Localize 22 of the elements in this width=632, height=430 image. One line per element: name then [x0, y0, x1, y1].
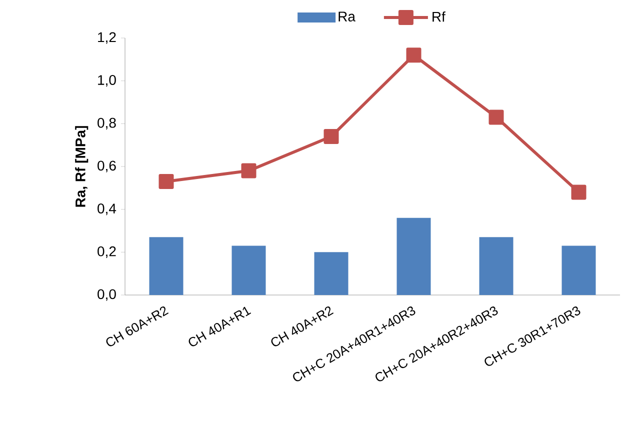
y-axis-title: Ra, Rf [MPa] — [75, 126, 88, 207]
bar — [232, 246, 266, 295]
point — [571, 184, 586, 200]
point — [488, 110, 504, 125]
y-tick-label: 0,0 — [98, 289, 116, 301]
legend-label: Ra — [338, 12, 356, 22]
legend-label: Rf — [432, 11, 446, 22]
y-tick-label: 0,6 — [98, 160, 116, 172]
y-tick-label: 0,8 — [98, 118, 116, 130]
point — [158, 174, 174, 189]
point — [241, 163, 256, 178]
y-tick-label: 1,0 — [98, 75, 116, 87]
y-tick-label: 1,2 — [98, 32, 116, 44]
y-tick-label: 0,2 — [98, 246, 116, 258]
point — [406, 48, 422, 63]
point — [324, 129, 339, 144]
bar — [479, 237, 514, 295]
bar — [562, 246, 596, 295]
bar — [149, 237, 184, 295]
bar — [314, 252, 348, 295]
bar — [396, 218, 431, 295]
y-tick-label: 0,4 — [98, 204, 116, 216]
